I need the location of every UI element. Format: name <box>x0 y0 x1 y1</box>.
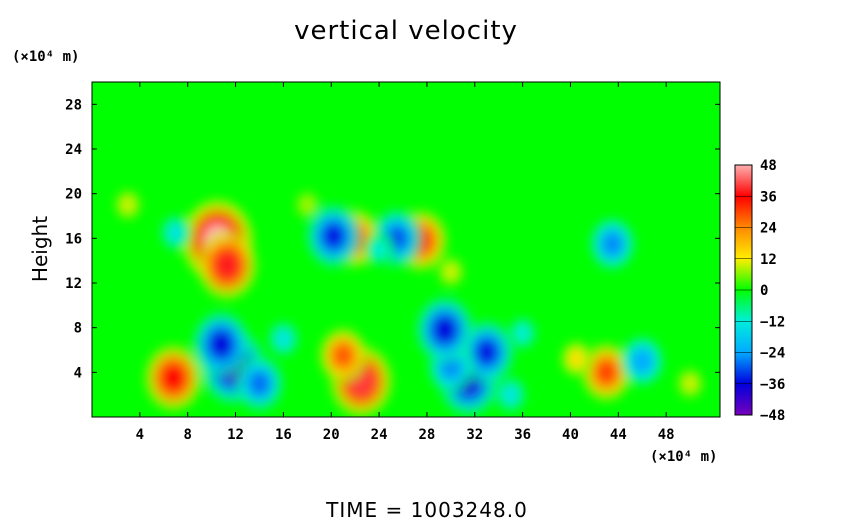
y-tick-label: 4 <box>74 365 82 381</box>
x-axis: 4 8 12 16 20 24 28 32 36 40 44 48 <box>136 82 675 443</box>
velocity-cell <box>235 355 284 412</box>
velocity-contour <box>301 198 313 212</box>
x-tick-label: 48 <box>658 427 675 443</box>
velocity-contour <box>209 331 233 358</box>
y-tick-label: 16 <box>65 231 82 247</box>
velocity-contour <box>122 198 134 212</box>
colorbar-tick-label: 24 <box>760 221 777 237</box>
velocity-contour <box>569 351 584 367</box>
velocity-contour <box>215 251 240 279</box>
velocity-cell <box>113 188 143 222</box>
colorbar-tick-label: −12 <box>760 314 785 330</box>
velocity-contour <box>276 331 291 347</box>
velocity-contour <box>596 360 617 385</box>
y-axis: 4 8 12 16 20 24 28 <box>65 97 720 381</box>
velocity-cell <box>493 375 528 414</box>
time-label: TIME = 1003248.0 <box>325 498 528 519</box>
velocity-contour <box>161 364 185 392</box>
y-axis-label: Height <box>28 216 52 282</box>
velocity-cell <box>580 343 632 402</box>
colorbar-tick-label: 36 <box>760 189 777 205</box>
velocity-contour <box>445 265 457 279</box>
x-tick-label: 44 <box>610 427 627 443</box>
colorbar-tick-label: 0 <box>760 283 768 299</box>
velocity-contour <box>372 242 386 257</box>
colorbar-tick-label: 12 <box>760 252 777 268</box>
y-axis-unit: (×10⁴ m) <box>12 49 79 65</box>
velocity-contour <box>603 233 622 255</box>
velocity-cell <box>318 327 368 384</box>
y-tick-label: 24 <box>65 142 82 158</box>
colorbar-tick-label: −24 <box>760 346 785 362</box>
x-axis-unit: (×10⁴ m) <box>650 449 717 465</box>
colorbar-ticks: 48 36 24 12 0 −12 −24 −36 −48 <box>735 158 785 424</box>
colorbar-tick-label: 48 <box>760 158 777 174</box>
plot-frame <box>91 81 721 418</box>
velocity-cell <box>144 344 203 412</box>
chart-title: vertical velocity <box>294 16 518 46</box>
x-tick-label: 24 <box>371 427 388 443</box>
colorbar-tick-label: −36 <box>760 377 785 393</box>
x-tick-label: 36 <box>514 427 531 443</box>
velocity-cell <box>507 315 539 352</box>
velocity-cell <box>293 189 321 221</box>
velocity-cell <box>589 217 636 271</box>
velocity-cell <box>620 335 665 387</box>
velocity-cell <box>363 231 395 268</box>
velocity-contour <box>333 344 354 367</box>
y-tick-label: 8 <box>74 321 82 337</box>
velocity-cell <box>436 255 466 289</box>
velocity-contour <box>322 223 345 249</box>
velocity-cell <box>675 366 705 401</box>
x-tick-label: 12 <box>227 427 244 443</box>
velocity-cell <box>266 319 301 359</box>
velocity-cell <box>559 339 594 379</box>
velocity-cell <box>197 230 258 300</box>
velocity-contour <box>516 326 529 341</box>
y-tick-label: 28 <box>65 97 82 113</box>
velocity-cell <box>159 213 193 252</box>
x-tick-label: 20 <box>323 427 340 443</box>
velocity-cell <box>416 296 474 363</box>
x-tick-label: 28 <box>419 427 436 443</box>
colorbar-tick-label: −48 <box>760 408 785 424</box>
y-tick-label: 20 <box>65 187 82 203</box>
velocity-contour <box>633 350 652 372</box>
x-tick-label: 16 <box>275 427 292 443</box>
x-tick-label: 32 <box>466 427 483 443</box>
velocity-contour <box>684 376 696 391</box>
x-tick-label: 8 <box>183 427 191 443</box>
velocity-contour <box>433 316 457 344</box>
x-tick-label: 40 <box>562 427 579 443</box>
velocity-contour <box>503 386 518 403</box>
velocity-cell <box>305 204 362 268</box>
x-tick-label: 4 <box>136 427 144 443</box>
velocity-field <box>113 188 705 417</box>
velocity-contour <box>169 225 183 241</box>
y-tick-label: 12 <box>65 276 82 292</box>
velocity-cell <box>192 311 250 378</box>
velocity-contour <box>249 372 270 395</box>
velocity-contour <box>475 339 498 365</box>
